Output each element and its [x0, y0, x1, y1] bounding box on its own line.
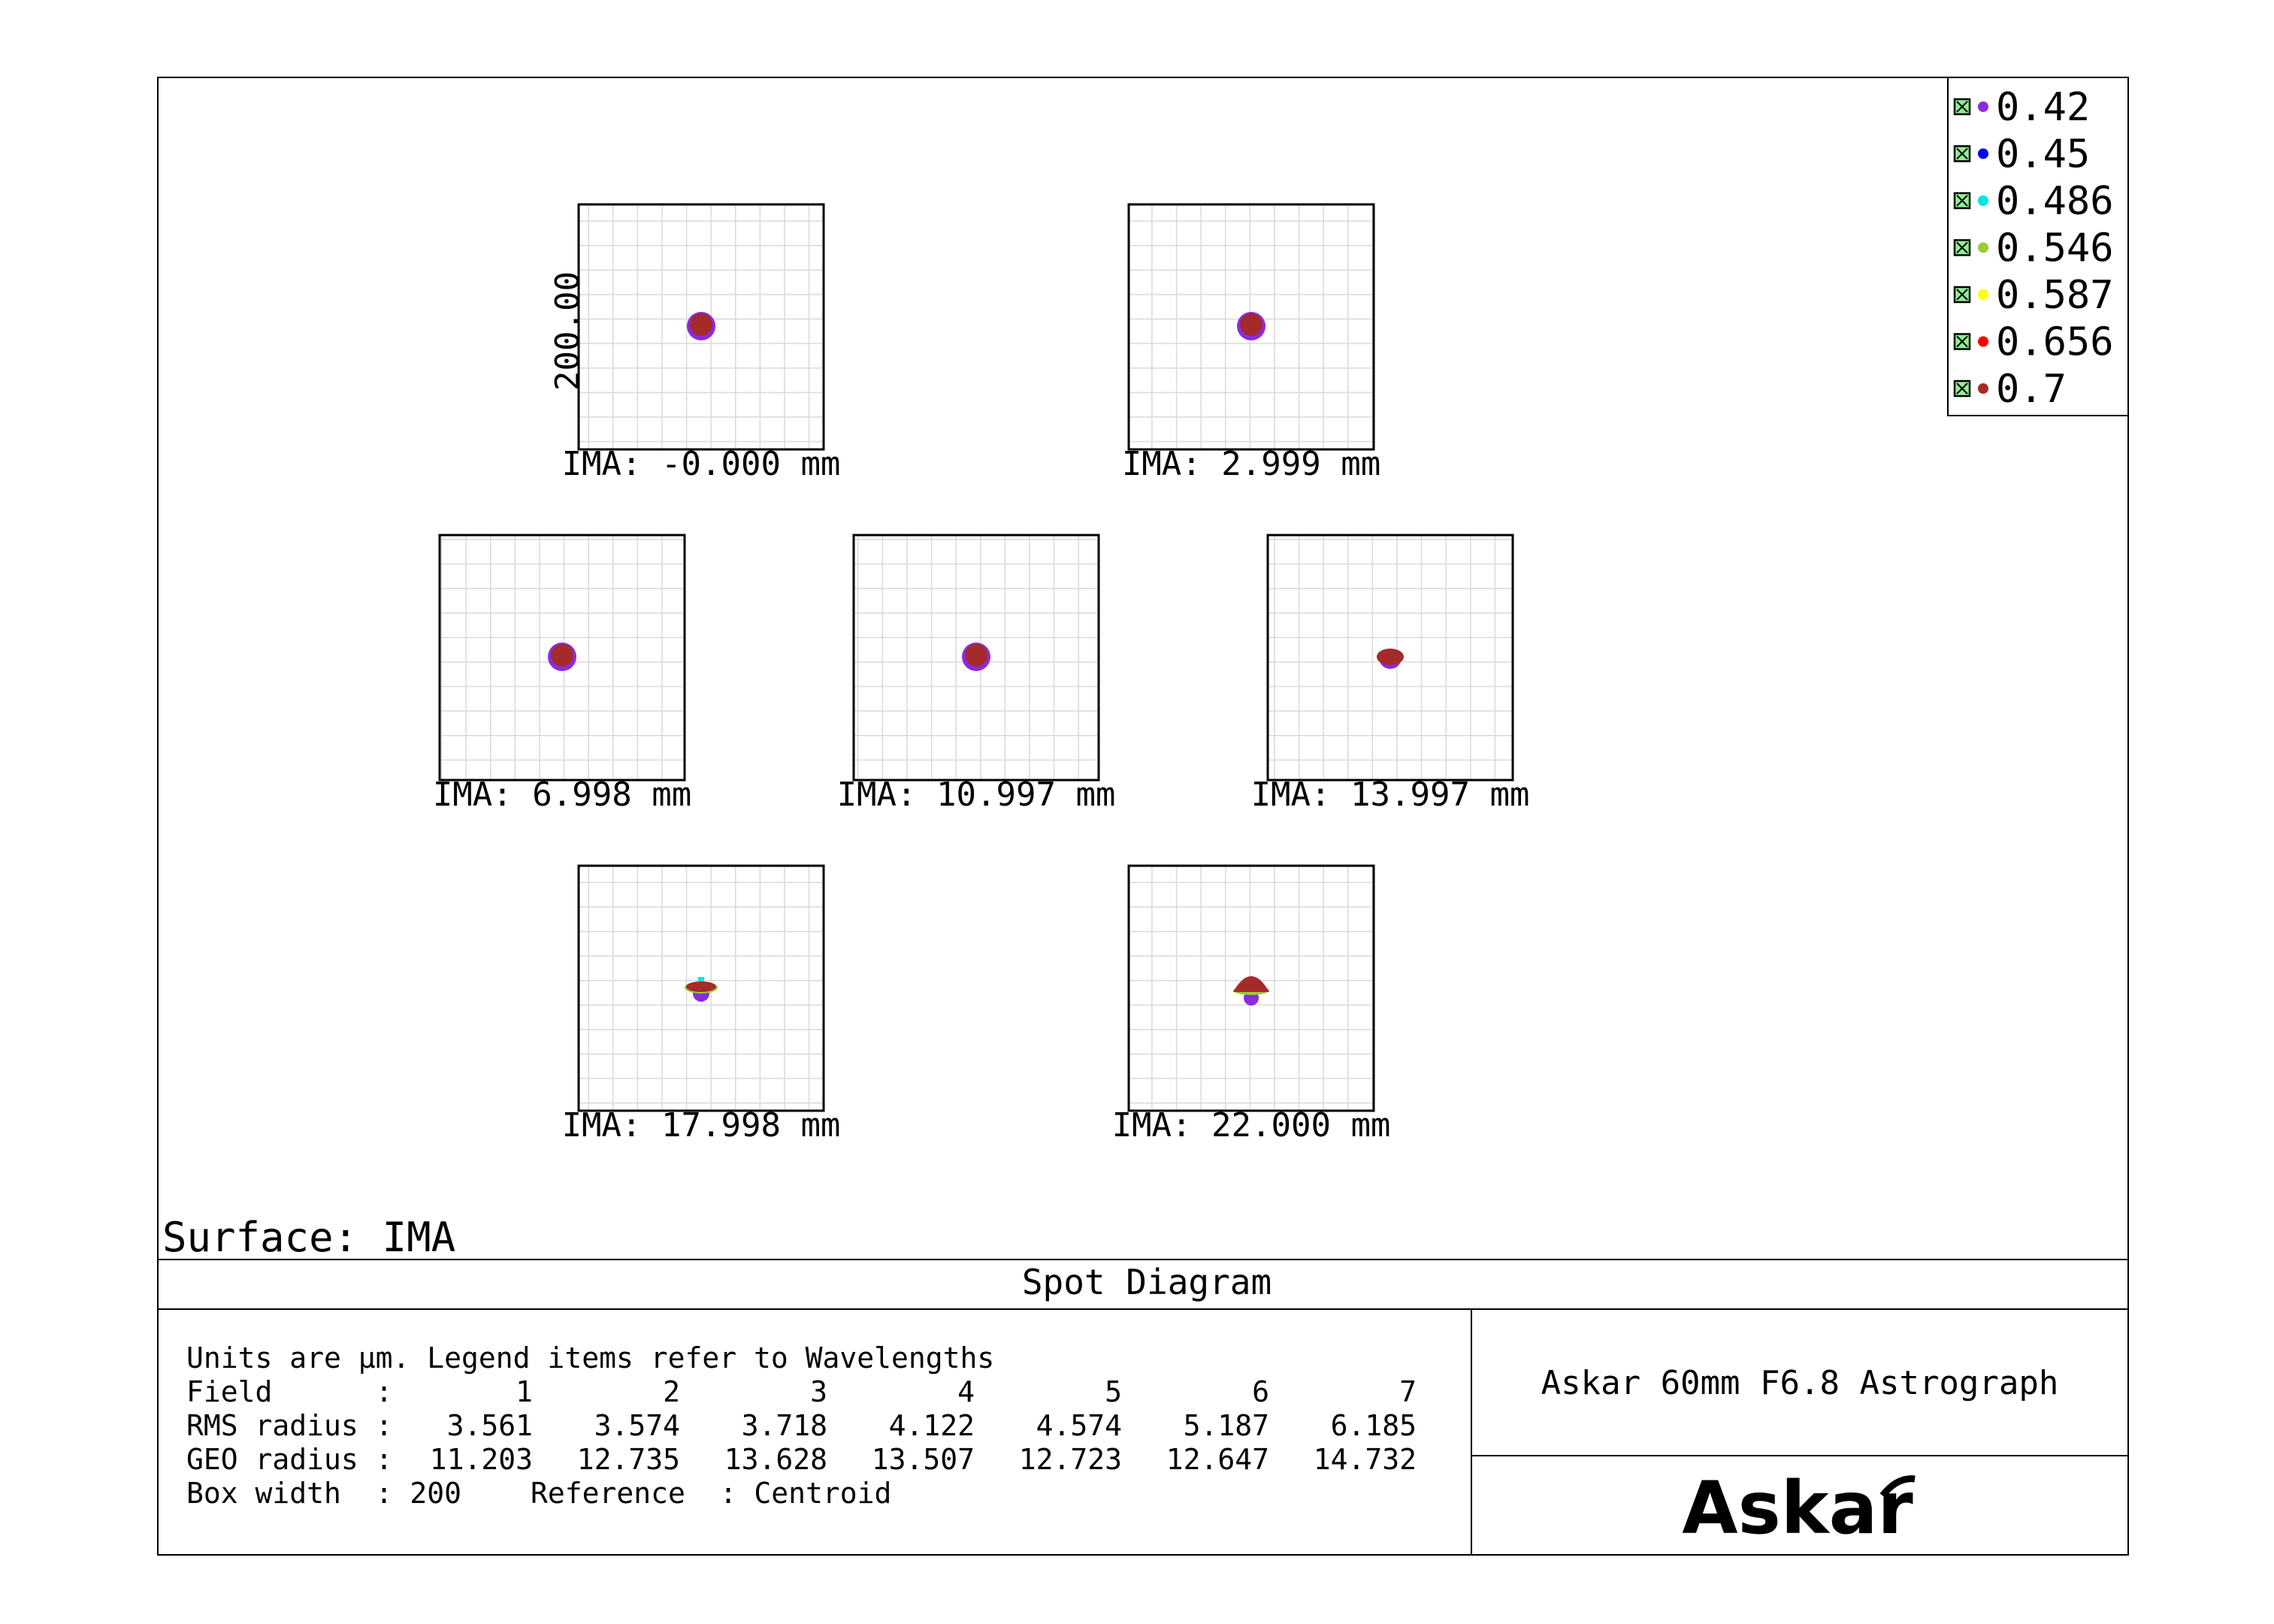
legend-color-dot: [1978, 383, 1988, 394]
field-label: IMA: 17.998 mm: [562, 1106, 841, 1145]
info-cell: 12.735: [577, 1443, 680, 1476]
spot-pattern: [687, 312, 715, 340]
checkmark-icon: [1956, 195, 1968, 207]
field-label: IMA: 6.998 mm: [433, 776, 691, 814]
legend-color-dot: [1978, 242, 1988, 253]
field-label: IMA: 2.999 mm: [1122, 445, 1380, 483]
field-plot: IMA: 6.998 mm: [433, 534, 691, 814]
system-name: Askar 60mm F6.8 Astrograph: [1541, 1364, 2059, 1402]
info-panel: Units are µm. Legend items refer to Wave…: [186, 1341, 1417, 1510]
legend-item[interactable]: 0.45: [1953, 132, 2090, 177]
surface-label: Surface: IMA: [162, 1214, 455, 1261]
checkmark-icon: [1956, 289, 1968, 301]
checkmark-icon: [1956, 383, 1968, 395]
field-plot: IMA: 2.999 mm: [1122, 203, 1380, 483]
plot-box: [1127, 203, 1375, 451]
legend-label: 0.656: [1996, 320, 2114, 365]
info-reference: Reference : Centroid: [531, 1477, 891, 1510]
field-label: IMA: -0.000 mm: [562, 445, 841, 483]
legend-item[interactable]: 0.486: [1953, 179, 2114, 224]
legend-label: 0.7: [1996, 367, 2067, 412]
legend-color-dot: [1978, 289, 1988, 300]
info-cell: 6.185: [1331, 1409, 1417, 1442]
info-cell: 4.574: [1036, 1409, 1122, 1442]
legend-item[interactable]: 0.7: [1953, 367, 2067, 412]
plot-box: [1127, 864, 1375, 1112]
spot-pattern: [1377, 649, 1404, 669]
plot-box: [1266, 534, 1514, 782]
legend-label: 0.42: [1996, 85, 2090, 130]
legend-color-dot: [1978, 336, 1988, 347]
info-cell: 3: [810, 1375, 827, 1408]
info-cell: 3.561: [447, 1409, 533, 1442]
info-cell: 4.122: [889, 1409, 975, 1442]
info-cell: 13.507: [872, 1443, 975, 1476]
field-plot: IMA: 13.997 mm: [1251, 534, 1530, 814]
info-units-line: Units are µm. Legend items refer to Wave…: [186, 1341, 994, 1375]
info-cell: 3.574: [594, 1409, 680, 1442]
info-cell: 6: [1252, 1375, 1269, 1408]
askar-logo: Askar: [1682, 1466, 1916, 1550]
legend-color-dot: [1978, 195, 1988, 206]
plot-title: Spot Diagram: [1022, 1262, 1272, 1302]
legend-box: [1947, 77, 2129, 416]
spot-pattern: [1237, 312, 1266, 340]
logo-swoosh-icon: [1879, 1475, 1916, 1498]
info-cell: 7: [1399, 1375, 1417, 1408]
field-label: IMA: 13.997 mm: [1251, 776, 1530, 814]
plot-box: [438, 534, 686, 782]
info-cell: 5: [1105, 1375, 1122, 1408]
spot-pattern: [548, 643, 576, 671]
field-label: IMA: 10.997 mm: [837, 776, 1116, 814]
info-box-width: Box width : 200: [186, 1477, 461, 1510]
legend-item[interactable]: 0.42: [1953, 85, 2090, 130]
field-plot: IMA: 22.000 mm: [1112, 864, 1391, 1145]
field-plot: IMA: -0.000 mm: [562, 203, 841, 483]
plot-box: [577, 203, 825, 451]
info-cell: 13.628: [724, 1443, 827, 1476]
field-plot: IMA: 17.998 mm: [562, 864, 841, 1145]
info-cell: 3.718: [742, 1409, 827, 1442]
legend-label: 0.546: [1996, 226, 2114, 271]
spot-pattern: [685, 977, 718, 1002]
info-cell: 12.723: [1019, 1443, 1122, 1476]
spot-pattern: [1233, 976, 1269, 1006]
legend-item[interactable]: 0.546: [1953, 226, 2114, 271]
info-cell: 1: [516, 1375, 533, 1408]
info-field-label: Field :: [186, 1375, 393, 1408]
info-cell: 11.203: [430, 1443, 533, 1476]
field-plot: IMA: 10.997 mm: [837, 534, 1116, 814]
checkmark-icon: [1956, 101, 1968, 113]
legend-color-dot: [1978, 148, 1988, 159]
legend-item[interactable]: 0.656: [1953, 320, 2114, 365]
info-cell: 12.647: [1166, 1443, 1269, 1476]
legend-item[interactable]: 0.587: [1953, 273, 2114, 318]
scale-label: 200.00: [549, 271, 587, 391]
field-label: IMA: 22.000 mm: [1112, 1106, 1391, 1145]
checkmark-icon: [1956, 335, 1968, 348]
field-plots: IMA: -0.000 mm IMA: 2.999 mm IMA: 6.998 mm…: [433, 203, 1530, 1145]
legend-label: 0.45: [1996, 132, 2090, 177]
legend-label: 0.587: [1996, 273, 2114, 318]
checkmark-icon: [1956, 147, 1968, 160]
info-cell: 5.187: [1184, 1409, 1269, 1442]
info-cell: 2: [663, 1375, 680, 1408]
info-rms-label: RMS radius :: [186, 1409, 393, 1442]
logo-text: Askar: [1682, 1466, 1913, 1550]
info-geo-label: GEO radius :: [186, 1443, 393, 1476]
checkmark-icon: [1956, 241, 1968, 254]
info-cell: 14.732: [1314, 1443, 1417, 1476]
spot-pattern: [962, 643, 990, 671]
legend-color-dot: [1978, 101, 1988, 112]
plot-box: [852, 534, 1100, 782]
info-cell: 4: [957, 1375, 975, 1408]
plot-box: [577, 864, 825, 1112]
legend-label: 0.486: [1996, 179, 2114, 224]
